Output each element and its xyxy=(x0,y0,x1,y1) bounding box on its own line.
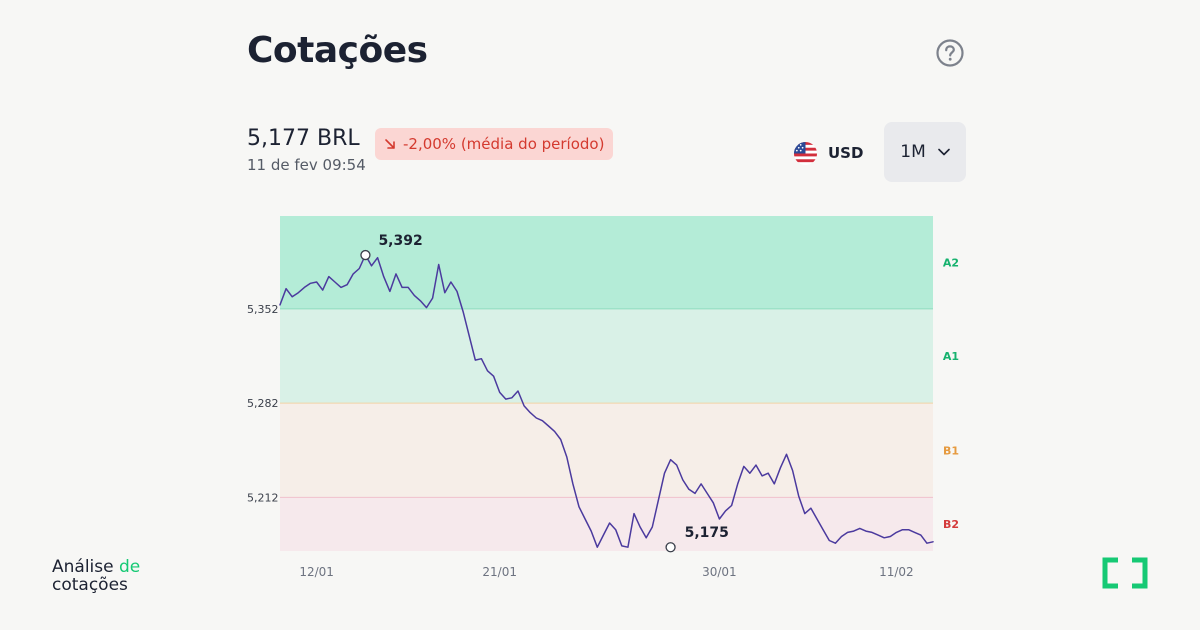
currency-selector[interactable]: USD xyxy=(793,140,863,166)
footer-word-analise: Análise xyxy=(52,557,114,577)
footer-word-cotacoes: cotações xyxy=(52,575,128,595)
min-marker xyxy=(665,542,676,553)
zone-label-a1: A1 xyxy=(943,350,959,363)
footer-caption: Análise de cotações xyxy=(52,558,140,594)
period-dropdown[interactable]: 1M xyxy=(884,122,966,182)
change-badge: -2,00% (média do período) xyxy=(375,128,614,160)
brand-logo-icon xyxy=(1102,557,1148,589)
y-tick-label: 5,352 xyxy=(247,303,279,316)
zone-b2 xyxy=(280,497,933,551)
y-tick-label: 5,212 xyxy=(247,491,279,504)
currency-label: USD xyxy=(828,144,864,162)
current-price: 5,177 BRL xyxy=(247,126,360,151)
zone-label-a2: A2 xyxy=(943,256,959,269)
quote-timestamp: 11 de fev 09:54 xyxy=(247,156,366,174)
change-text: -2,00% (média do período) xyxy=(403,135,605,153)
max-label: 5,392 xyxy=(378,233,422,249)
footer-word-de: de xyxy=(119,557,141,577)
arrow-down-right-icon xyxy=(385,139,395,149)
zone-b1 xyxy=(280,403,933,498)
x-tick-label: 11/02 xyxy=(879,565,914,579)
zone-a2 xyxy=(280,216,933,309)
min-label: 5,175 xyxy=(685,525,729,541)
period-value: 1M xyxy=(900,142,926,162)
zone-a1 xyxy=(280,308,933,404)
help-icon[interactable] xyxy=(935,38,965,68)
us-flag-icon xyxy=(793,141,818,165)
zone-label-b2: B2 xyxy=(943,518,959,531)
max-marker xyxy=(360,249,371,261)
chevron-down-icon xyxy=(937,148,950,156)
x-tick-label: 12/01 xyxy=(299,565,334,579)
series-line xyxy=(279,254,934,548)
y-tick-label: 5,282 xyxy=(247,397,279,410)
x-tick-label: 21/01 xyxy=(482,565,517,579)
x-tick-label: 30/01 xyxy=(702,565,737,579)
page-title: Cotações xyxy=(247,30,428,71)
zone-label-b1: B1 xyxy=(943,444,959,457)
